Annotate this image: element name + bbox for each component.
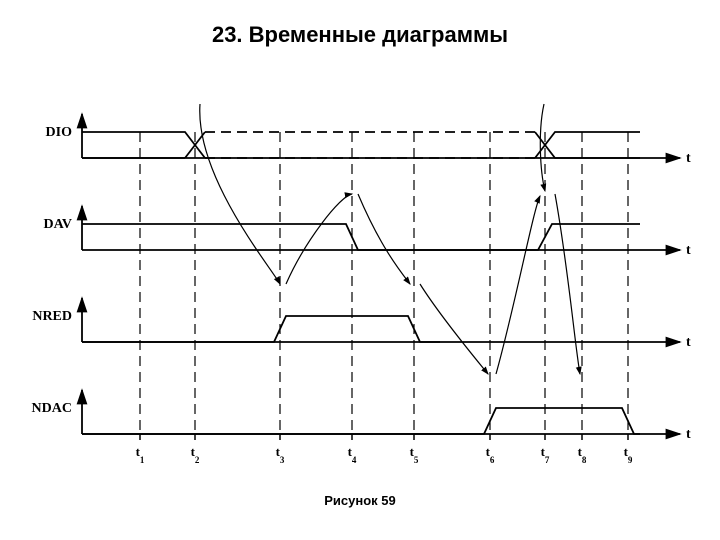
- svg-text:t4: t4: [348, 444, 357, 465]
- svg-text:t: t: [686, 335, 691, 350]
- svg-text:t8: t8: [578, 444, 587, 465]
- svg-text:t2: t2: [191, 444, 200, 465]
- svg-text:t5: t5: [410, 444, 419, 465]
- svg-text:t: t: [686, 427, 691, 442]
- svg-text:t3: t3: [276, 444, 285, 465]
- signal-label-nred: NRED: [32, 309, 72, 324]
- figure-caption: Рисунок 59: [0, 493, 720, 508]
- svg-text:t: t: [686, 243, 691, 258]
- signal-label-dio: DIO: [46, 125, 73, 140]
- svg-text:t6: t6: [486, 444, 495, 465]
- svg-text:t9: t9: [624, 444, 633, 465]
- svg-text:t: t: [686, 151, 691, 166]
- signal-label-dav: DAV: [43, 217, 72, 232]
- signal-label-ndac: NDAC: [32, 401, 72, 416]
- svg-text:t7: t7: [541, 444, 550, 465]
- svg-text:t1: t1: [136, 444, 145, 465]
- page-title: 23. Временные диаграммы: [0, 22, 720, 48]
- timing-diagram: DIO t DAV t NRED t NDAC t t1 t2 t3 t4 t5 t6 t7 t8 t9: [20, 56, 700, 476]
